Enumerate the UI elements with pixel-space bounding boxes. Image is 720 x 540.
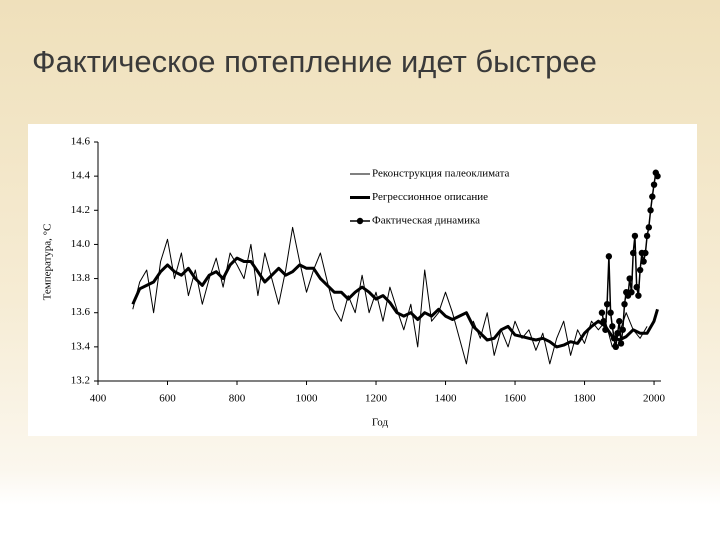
data-point [603, 300, 611, 308]
data-point [650, 181, 658, 188]
x-tick-label: 2000 [643, 393, 666, 405]
legend-label: Фактическая динамика [372, 215, 480, 227]
data-point [636, 266, 644, 274]
data-point [598, 309, 606, 316]
data-point [645, 224, 653, 231]
y-tick-label: 14.6 [71, 136, 91, 148]
x-axis-label: Год [372, 417, 389, 429]
data-point [612, 343, 620, 351]
data-point [610, 335, 618, 342]
data-point [626, 275, 633, 282]
y-tick-label: 14.4 [71, 170, 91, 182]
data-point [602, 326, 609, 333]
data-point [616, 318, 623, 325]
data-point [617, 340, 625, 347]
data-point [631, 232, 639, 240]
data-point [600, 318, 607, 325]
y-axis-label: Температура, °С [42, 224, 54, 301]
y-tick-label: 13.6 [71, 306, 91, 318]
data-point [633, 283, 640, 291]
x-tick-label: 1400 [435, 393, 458, 405]
data-point [619, 326, 626, 333]
y-tick-label: 14.2 [71, 204, 90, 216]
x-tick-label: 800 [229, 393, 246, 405]
x-tick-label: 1000 [296, 393, 319, 405]
y-tick-label: 13.4 [71, 340, 91, 352]
slide-title: Фактическое потепление идет быстрее [32, 44, 597, 79]
x-tick-label: 1200 [365, 393, 388, 405]
legend-label: Регрессионное описание [372, 191, 488, 203]
legend-marker [356, 217, 364, 225]
data-point [649, 193, 656, 200]
x-tick-label: 400 [90, 393, 107, 405]
y-tick-label: 14.0 [71, 238, 91, 250]
data-point [642, 249, 649, 257]
legend-label: Реконструкция палеоклимата [372, 168, 510, 180]
y-tick-label: 13.8 [71, 272, 91, 284]
data-point [605, 253, 613, 260]
data-point [654, 172, 661, 180]
data-point [629, 249, 637, 257]
series-line [131, 256, 659, 349]
data-point [640, 258, 647, 265]
data-point [609, 323, 616, 330]
data-point [643, 232, 651, 240]
x-tick-label: 1600 [504, 393, 527, 405]
data-point [647, 207, 654, 214]
y-tick-label: 13.2 [71, 375, 90, 387]
series-line [132, 226, 648, 365]
x-tick-label: 1800 [574, 393, 597, 405]
data-point [635, 292, 642, 299]
data-point [614, 330, 621, 337]
data-point [607, 309, 614, 316]
data-point [621, 300, 628, 308]
data-point [628, 289, 635, 296]
x-tick-label: 600 [159, 393, 176, 405]
